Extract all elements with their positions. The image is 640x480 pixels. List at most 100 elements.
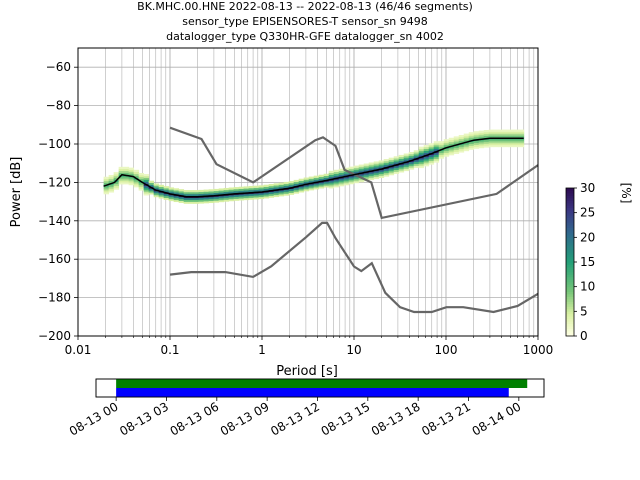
density-cell: [383, 164, 390, 168]
density-cell: [413, 159, 420, 163]
density-cell: [123, 172, 130, 175]
density-cell: [373, 172, 380, 176]
density-cell: [418, 163, 425, 167]
density-cell: [283, 193, 290, 196]
density-cell: [198, 201, 205, 204]
density-cell: [113, 187, 120, 190]
density-cell: [363, 163, 370, 166]
density-cell: [213, 198, 220, 201]
density-cell: [263, 184, 270, 187]
colorbar-segment: [566, 323, 574, 327]
density-cell: [373, 163, 380, 166]
colorbar-segment: [566, 195, 574, 199]
colorbar-segment: [566, 279, 574, 283]
density-cell: [173, 192, 180, 195]
density-cell: [333, 173, 340, 176]
density-cell: [473, 142, 480, 145]
colorbar: 0 5 10 15 20 25 30: [565, 181, 595, 343]
colorbar-segment: [566, 229, 574, 233]
density-cell: [433, 141, 440, 144]
density-cell: [323, 185, 330, 188]
density-cell: [113, 185, 120, 188]
density-cell: [508, 129, 515, 132]
density-cell: [218, 190, 225, 193]
density-cell: [333, 179, 340, 182]
density-cell: [318, 186, 325, 189]
density-cell: [138, 176, 145, 180]
density-cell: [458, 146, 465, 149]
density-cell: [403, 159, 410, 162]
colorbar-segment: [566, 291, 574, 295]
density-cell: [128, 181, 135, 184]
density-cell: [308, 178, 315, 181]
density-cell: [408, 153, 415, 157]
density-cell: [228, 197, 235, 200]
density-cell: [483, 133, 490, 137]
density-cell: [408, 165, 415, 168]
density-cell: [393, 158, 400, 161]
density-cell: [438, 143, 445, 146]
timeline-tick-label: 08-13 12: [268, 399, 322, 438]
density-cell: [258, 196, 265, 200]
density-cell: [168, 187, 175, 190]
density-cell: [223, 199, 230, 202]
density-cell: [253, 185, 260, 188]
density-cell: [433, 143, 440, 146]
x-tick-label: 100: [435, 343, 458, 357]
density-cell: [508, 143, 515, 146]
density-cell: [358, 178, 365, 181]
density-cell: [273, 185, 280, 188]
density-cell: [323, 175, 330, 178]
density-cell: [513, 133, 520, 136]
density-cell: [253, 195, 260, 198]
density-cell: [238, 188, 245, 191]
density-cell: [148, 180, 155, 183]
density-cell: [163, 197, 170, 200]
density-cell: [238, 196, 245, 199]
density-cell: [498, 133, 505, 136]
density-cell: [458, 140, 465, 143]
density-cell: [388, 173, 395, 176]
density-cell: [248, 195, 255, 198]
density-cell: [468, 141, 475, 145]
density-cell: [518, 144, 525, 148]
density-cell: [413, 154, 420, 157]
density-cell: [503, 141, 510, 144]
density-cell: [253, 197, 260, 200]
density-cell: [403, 165, 410, 168]
density-cell: [203, 191, 210, 194]
density-cell: [183, 193, 190, 197]
density-cell: [128, 173, 135, 176]
colorbar-segment: [566, 207, 574, 211]
density-cell: [198, 189, 205, 193]
density-cell: [468, 132, 475, 135]
density-cell: [168, 189, 175, 192]
density-cell: [463, 133, 470, 136]
density-cell: [448, 153, 455, 156]
density-cell: [418, 158, 425, 161]
density-cell: [453, 145, 460, 149]
density-cell: [413, 163, 420, 166]
density-cell: [158, 188, 165, 191]
density-cell: [403, 155, 410, 158]
density-cell: [248, 193, 255, 196]
density-cell: [288, 181, 295, 184]
density-cell: [463, 145, 470, 148]
density-cell: [363, 176, 370, 180]
density-cell: [108, 176, 115, 180]
density-cells: [103, 129, 525, 204]
density-cell: [373, 174, 380, 178]
density-cell: [178, 191, 185, 194]
density-cell: [428, 156, 435, 159]
density-cell: [343, 173, 350, 176]
density-cell: [263, 194, 270, 197]
density-cell: [328, 172, 335, 175]
density-cell: [233, 190, 240, 194]
density-cell: [123, 170, 130, 173]
density-cell: [418, 146, 425, 149]
title-line-3: datalogger_type Q330HR-GFE datalogger_sn…: [166, 30, 444, 43]
coverage-bar-blue: [116, 388, 509, 397]
density-cell: [378, 166, 385, 169]
density-cell: [123, 166, 130, 170]
density-cell: [218, 192, 225, 195]
